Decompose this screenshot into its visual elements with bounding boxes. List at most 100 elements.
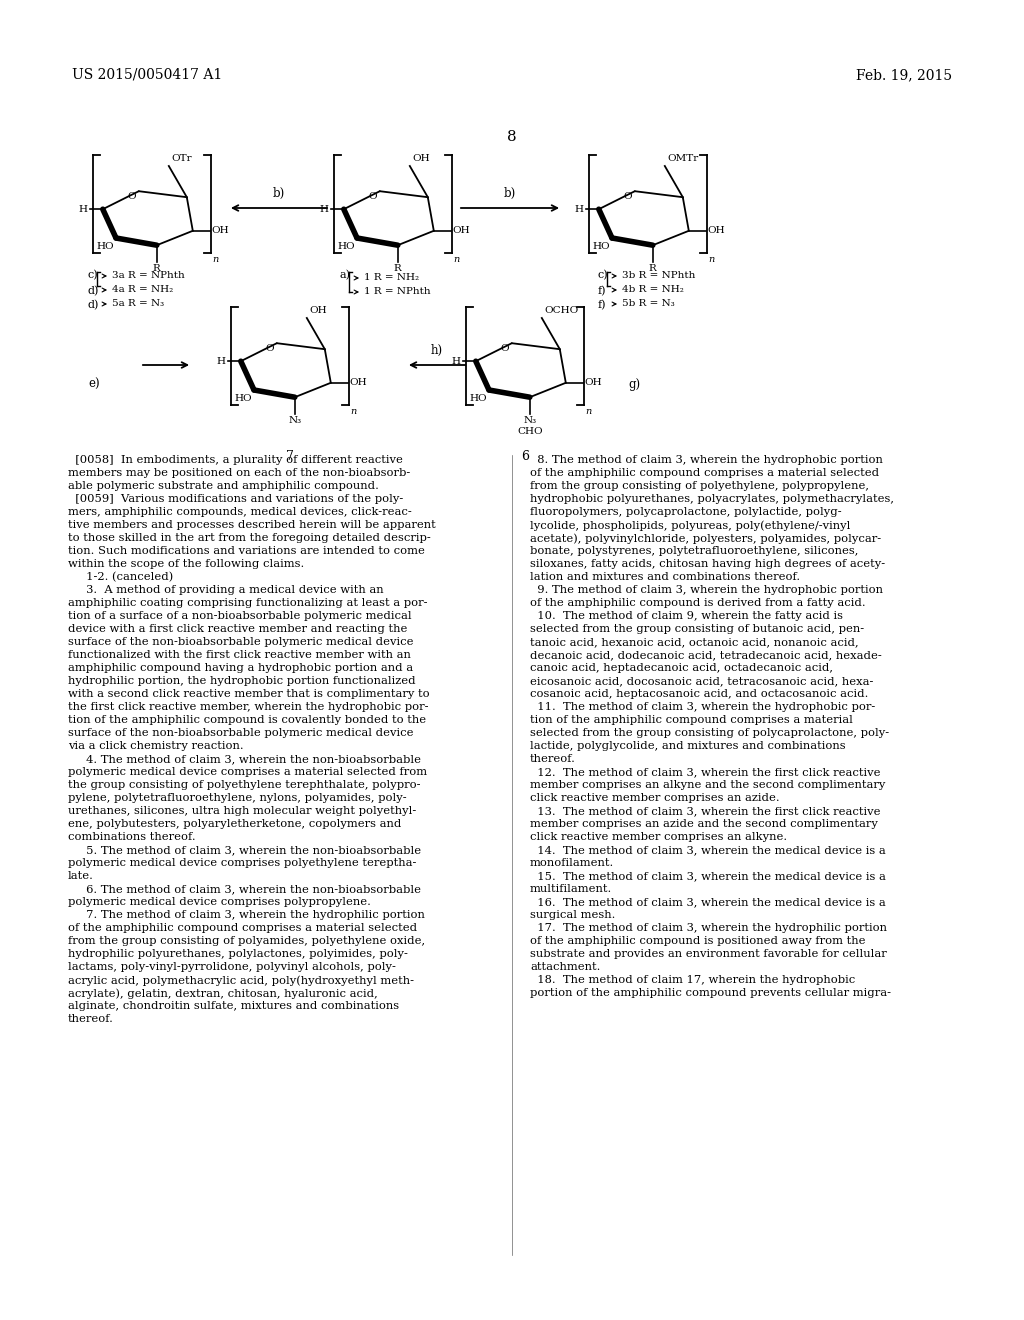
Text: n: n	[709, 255, 715, 264]
Text: HO: HO	[592, 242, 610, 251]
Text: g): g)	[628, 378, 640, 391]
Text: n: n	[213, 255, 219, 264]
Text: attachment.: attachment.	[530, 962, 600, 972]
Text: of the amphiphilic compound comprises a material selected: of the amphiphilic compound comprises a …	[68, 923, 417, 933]
Text: 5. The method of claim 3, wherein the non-bioabsorbable: 5. The method of claim 3, wherein the no…	[68, 845, 421, 855]
Text: 6: 6	[521, 450, 529, 463]
Text: within the scope of the following claims.: within the scope of the following claims…	[68, 558, 304, 569]
Text: [0058]  In embodiments, a plurality of different reactive: [0058] In embodiments, a plurality of di…	[68, 455, 402, 465]
Text: 4a R = NH₂: 4a R = NH₂	[112, 285, 173, 294]
Text: fluoropolymers, polycaprolactone, polylactide, polyg-: fluoropolymers, polycaprolactone, polyla…	[530, 507, 842, 517]
Text: n: n	[586, 407, 592, 416]
Text: canoic acid, heptadecanoic acid, octadecanoic acid,: canoic acid, heptadecanoic acid, octadec…	[530, 663, 833, 673]
Text: click reactive member comprises an azide.: click reactive member comprises an azide…	[530, 793, 779, 803]
Text: multifilament.: multifilament.	[530, 884, 612, 894]
Text: tanoic acid, hexanoic acid, octanoic acid, nonanoic acid,: tanoic acid, hexanoic acid, octanoic aci…	[530, 638, 859, 647]
Text: H: H	[319, 205, 329, 214]
Text: O: O	[500, 345, 509, 354]
Text: 13.  The method of claim 3, wherein the first click reactive: 13. The method of claim 3, wherein the f…	[530, 807, 881, 816]
Text: 5b R = N₃: 5b R = N₃	[622, 300, 675, 309]
Text: ene, polybutesters, polyaryletherketone, copolymers and: ene, polybutesters, polyaryletherketone,…	[68, 818, 401, 829]
Text: acrylic acid, polymethacrylic acid, poly(hydroxyethyl meth-: acrylic acid, polymethacrylic acid, poly…	[68, 975, 414, 986]
Text: H: H	[574, 205, 584, 214]
Text: 14.  The method of claim 3, wherein the medical device is a: 14. The method of claim 3, wherein the m…	[530, 845, 886, 855]
Text: 12.  The method of claim 3, wherein the first click reactive: 12. The method of claim 3, wherein the f…	[530, 767, 881, 777]
Text: 8. The method of claim 3, wherein the hydrophobic portion: 8. The method of claim 3, wherein the hy…	[530, 455, 883, 465]
Text: 3.  A method of providing a medical device with an: 3. A method of providing a medical devic…	[68, 585, 384, 595]
Text: H: H	[79, 205, 88, 214]
Text: N₃: N₃	[288, 416, 301, 425]
Text: thereof.: thereof.	[530, 754, 575, 764]
Text: amphiphilic compound having a hydrophobic portion and a: amphiphilic compound having a hydrophobi…	[68, 663, 413, 673]
Text: hydrophilic portion, the hydrophobic portion functionalized: hydrophilic portion, the hydrophobic por…	[68, 676, 416, 686]
Text: the first click reactive member, wherein the hydrophobic por-: the first click reactive member, wherein…	[68, 702, 428, 711]
Text: member comprises an azide and the second complimentary: member comprises an azide and the second…	[530, 818, 878, 829]
Text: bonate, polystyrenes, polytetrafluoroethylene, silicones,: bonate, polystyrenes, polytetrafluoroeth…	[530, 546, 858, 556]
Text: 1 R = NPhth: 1 R = NPhth	[364, 288, 431, 297]
Text: acetate), polyvinylchloride, polyesters, polyamides, polycar-: acetate), polyvinylchloride, polyesters,…	[530, 533, 881, 544]
Text: H: H	[452, 356, 461, 366]
Text: monofilament.: monofilament.	[530, 858, 614, 869]
Text: 11.  The method of claim 3, wherein the hydrophobic por-: 11. The method of claim 3, wherein the h…	[530, 702, 876, 711]
Text: 18.  The method of claim 17, wherein the hydrophobic: 18. The method of claim 17, wherein the …	[530, 975, 855, 985]
Text: selected from the group consisting of polycaprolactone, poly-: selected from the group consisting of po…	[530, 729, 889, 738]
Text: OCHO: OCHO	[545, 306, 579, 315]
Text: combinations thereof.: combinations thereof.	[68, 832, 196, 842]
Text: 17.  The method of claim 3, wherein the hydrophilic portion: 17. The method of claim 3, wherein the h…	[530, 923, 887, 933]
Text: lactams, poly-vinyl-pyrrolidone, polyvinyl alcohols, poly-: lactams, poly-vinyl-pyrrolidone, polyvin…	[68, 962, 396, 972]
Text: 4b R = NH₂: 4b R = NH₂	[622, 285, 684, 294]
Text: click reactive member comprises an alkyne.: click reactive member comprises an alkyn…	[530, 832, 787, 842]
Text: HO: HO	[469, 393, 487, 403]
Text: acrylate), gelatin, dextran, chitosan, hyaluronic acid,: acrylate), gelatin, dextran, chitosan, h…	[68, 987, 378, 998]
Text: CHO: CHO	[517, 428, 543, 436]
Text: selected from the group consisting of butanoic acid, pen-: selected from the group consisting of bu…	[530, 624, 864, 634]
Text: H: H	[217, 356, 225, 366]
Text: hydrophilic polyurethanes, polylactones, polyimides, poly-: hydrophilic polyurethanes, polylactones,…	[68, 949, 408, 960]
Text: late.: late.	[68, 871, 94, 880]
Text: OTr: OTr	[172, 154, 193, 162]
Text: from the group consisting of polyamides, polyethylene oxide,: from the group consisting of polyamides,…	[68, 936, 425, 946]
Text: tion of the amphiphilic compound is covalently bonded to the: tion of the amphiphilic compound is cova…	[68, 715, 426, 725]
Text: device with a first click reactive member and reacting the: device with a first click reactive membe…	[68, 624, 408, 634]
Text: R: R	[649, 264, 656, 273]
Text: OH: OH	[708, 226, 725, 235]
Text: amphiphilic coating comprising functionalizing at least a por-: amphiphilic coating comprising functiona…	[68, 598, 427, 609]
Text: member comprises an alkyne and the second complimentary: member comprises an alkyne and the secon…	[530, 780, 886, 789]
Text: [0059]  Various modifications and variations of the poly-: [0059] Various modifications and variati…	[68, 494, 403, 504]
Text: portion of the amphiphilic compound prevents cellular migra-: portion of the amphiphilic compound prev…	[530, 987, 891, 998]
Text: b): b)	[272, 187, 285, 201]
Text: lactide, polyglycolide, and mixtures and combinations: lactide, polyglycolide, and mixtures and…	[530, 741, 846, 751]
Text: OH: OH	[212, 226, 229, 235]
Text: 1 R = NH₂: 1 R = NH₂	[364, 273, 419, 282]
Text: 15.  The method of claim 3, wherein the medical device is a: 15. The method of claim 3, wherein the m…	[530, 871, 886, 880]
Text: d): d)	[88, 286, 99, 296]
Text: polymeric medical device comprises polypropylene.: polymeric medical device comprises polyp…	[68, 898, 371, 907]
Text: Feb. 19, 2015: Feb. 19, 2015	[856, 69, 952, 82]
Text: surface of the non-bioabsorbable polymeric medical device: surface of the non-bioabsorbable polymer…	[68, 729, 414, 738]
Text: 9. The method of claim 3, wherein the hydrophobic portion: 9. The method of claim 3, wherein the hy…	[530, 585, 883, 595]
Text: c): c)	[598, 271, 608, 280]
Text: OH: OH	[310, 306, 328, 315]
Text: c): c)	[88, 271, 98, 280]
Text: OMTr: OMTr	[668, 154, 699, 162]
Text: of the amphiphilic compound is positioned away from the: of the amphiphilic compound is positione…	[530, 936, 865, 946]
Text: from the group consisting of polyethylene, polypropylene,: from the group consisting of polyethylen…	[530, 480, 869, 491]
Text: O: O	[624, 193, 632, 201]
Text: 16.  The method of claim 3, wherein the medical device is a: 16. The method of claim 3, wherein the m…	[530, 898, 886, 907]
Text: f): f)	[598, 300, 606, 310]
Text: 6. The method of claim 3, wherein the non-bioabsorbable: 6. The method of claim 3, wherein the no…	[68, 884, 421, 894]
Text: e): e)	[88, 378, 99, 391]
Text: 4. The method of claim 3, wherein the non-bioabsorbable: 4. The method of claim 3, wherein the no…	[68, 754, 421, 764]
Text: tive members and processes described herein will be apparent: tive members and processes described her…	[68, 520, 436, 531]
Text: cosanoic acid, heptacosanoic acid, and octacosanoic acid.: cosanoic acid, heptacosanoic acid, and o…	[530, 689, 868, 700]
Text: eicosanoic acid, docosanoic acid, tetracosanoic acid, hexa-: eicosanoic acid, docosanoic acid, tetrac…	[530, 676, 873, 686]
Text: h): h)	[431, 345, 443, 356]
Text: the group consisting of polyethylene terephthalate, polypro-: the group consisting of polyethylene ter…	[68, 780, 421, 789]
Text: 8: 8	[507, 129, 517, 144]
Text: with a second click reactive member that is complimentary to: with a second click reactive member that…	[68, 689, 430, 700]
Text: substrate and provides an environment favorable for cellular: substrate and provides an environment fa…	[530, 949, 887, 960]
Text: b): b)	[504, 187, 516, 201]
Text: OH: OH	[413, 154, 430, 162]
Text: polymeric medical device comprises polyethylene tereptha-: polymeric medical device comprises polye…	[68, 858, 417, 869]
Text: OH: OH	[585, 379, 602, 387]
